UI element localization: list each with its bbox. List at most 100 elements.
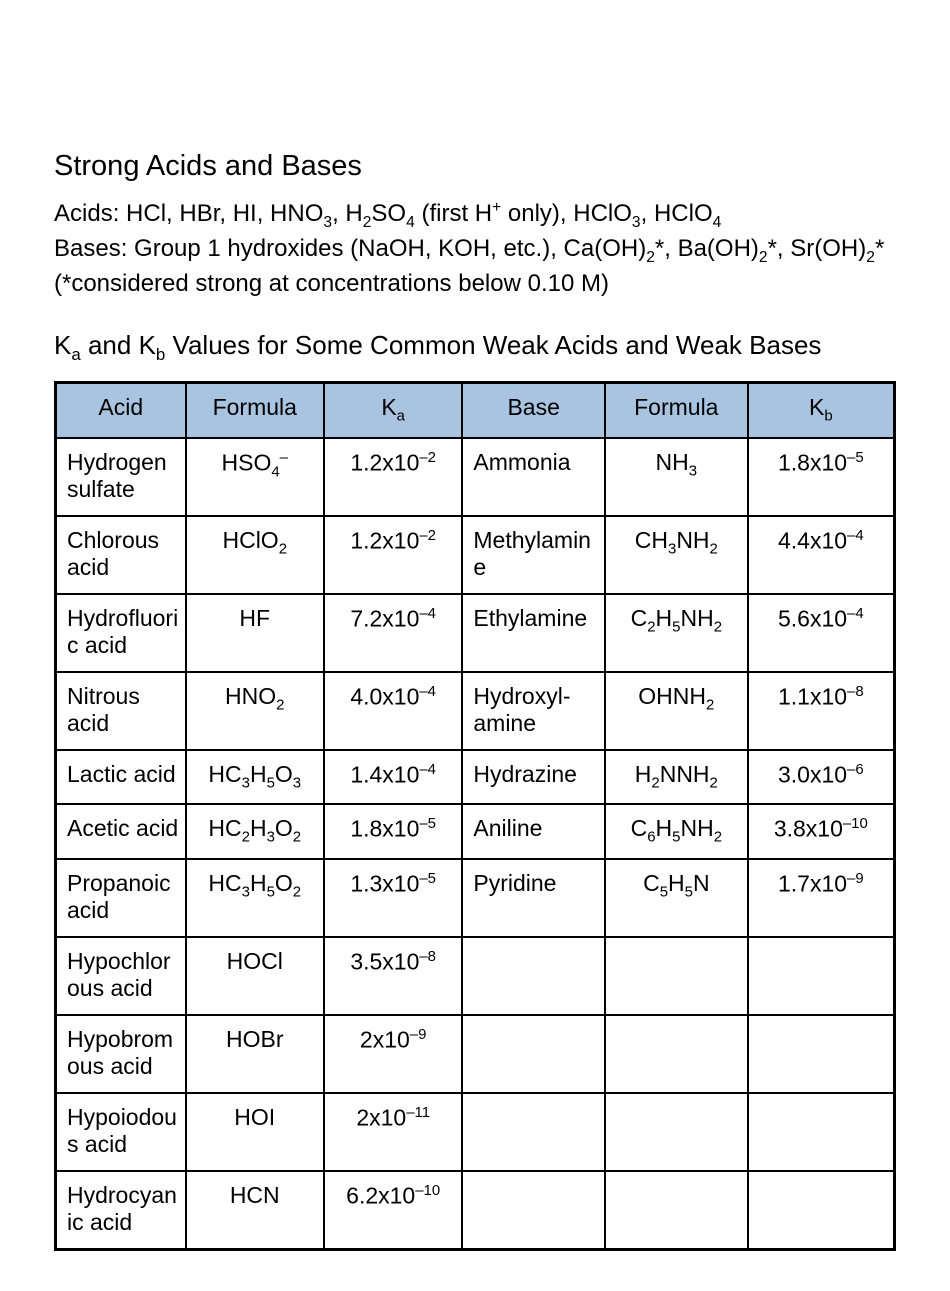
cell-base: Aniline xyxy=(462,804,605,859)
cell-acid: Hydrogen sulfate xyxy=(56,438,186,516)
table-row: Chlorous acidHClO21.2x10–2MethylamineCH3… xyxy=(56,516,895,594)
table-row: Hydrocyanic acidHCN6.2x10–10 xyxy=(56,1171,895,1250)
cell-acid-formula: HNO2 xyxy=(186,672,324,750)
cell-acid: Propanoic acid xyxy=(56,859,186,937)
acids-list-5: only), HClO xyxy=(501,200,632,227)
cell-acid: Hypochlorous acid xyxy=(56,937,186,1015)
cell-acid: Hydrofluoric acid xyxy=(56,594,186,672)
cell-ka: 7.2x10–4 xyxy=(324,594,462,672)
cell-acid: Hydrocyanic acid xyxy=(56,1171,186,1250)
table-row: Acetic acidHC2H3O21.8x10–5AnilineC6H5NH2… xyxy=(56,804,895,859)
cell-ka: 4.0x10–4 xyxy=(324,672,462,750)
cell-base-formula xyxy=(605,1015,748,1093)
subscript: 2 xyxy=(759,249,768,266)
cell-ka: 2x10–9 xyxy=(324,1015,462,1093)
acids-list-3: SO xyxy=(371,200,406,227)
cell-acid-formula: HC2H3O2 xyxy=(186,804,324,859)
cell-base xyxy=(462,937,605,1015)
table-row: Lactic acidHC3H5O31.4x10–4HydrazineH2NNH… xyxy=(56,750,895,805)
cell-acid: Lactic acid xyxy=(56,750,186,805)
col-ka: Ka xyxy=(324,383,462,438)
cell-base-formula: C2H5NH2 xyxy=(605,594,748,672)
cell-ka: 1.4x10–4 xyxy=(324,750,462,805)
footnote: (*considered strong at concentrations be… xyxy=(54,270,609,297)
page-title: Strong Acids and Bases xyxy=(54,150,896,183)
table-title: Ka and Kb Values for Some Common Weak Ac… xyxy=(54,330,896,365)
table-row: Hypoiodous acidHOI2x10–11 xyxy=(56,1093,895,1171)
cell-ka: 1.3x10–5 xyxy=(324,859,462,937)
col-base: Base xyxy=(462,383,605,438)
cell-base xyxy=(462,1015,605,1093)
cell-ka: 6.2x10–10 xyxy=(324,1171,462,1250)
cell-base-formula xyxy=(605,937,748,1015)
cell-kb xyxy=(748,937,895,1015)
title-part: Values for Some Common Weak Acids and We… xyxy=(165,330,821,360)
cell-base-formula: OHNH2 xyxy=(605,672,748,750)
subscript: 2 xyxy=(866,249,875,266)
cell-acid: Nitrous acid xyxy=(56,672,186,750)
ka-kb-table: Acid Formula Ka Base Formula Kb Hydrogen… xyxy=(54,381,896,1251)
acids-list-6: , HClO xyxy=(641,200,713,227)
table-row: Hypochlorous acidHOCl3.5x10–8 xyxy=(56,937,895,1015)
cell-kb: 3.0x10–6 xyxy=(748,750,895,805)
acids-list-1: HCl, HBr, HI, HNO xyxy=(126,200,323,227)
cell-acid-formula: HOI xyxy=(186,1093,324,1171)
table-row: Nitrous acidHNO24.0x10–4Hydroxyl-amineOH… xyxy=(56,672,895,750)
cell-base: Methylamine xyxy=(462,516,605,594)
cell-kb: 1.1x10–8 xyxy=(748,672,895,750)
bases-list-2: *, Ba(OH) xyxy=(655,235,759,262)
cell-ka: 1.2x10–2 xyxy=(324,516,462,594)
subscript: a xyxy=(71,345,80,364)
cell-acid-formula: HCN xyxy=(186,1171,324,1250)
subscript: b xyxy=(156,345,165,364)
cell-base-formula xyxy=(605,1171,748,1250)
cell-base: Pyridine xyxy=(462,859,605,937)
cell-ka: 1.2x10–2 xyxy=(324,438,462,516)
document-page: Strong Acids and Bases Acids: HCl, HBr, … xyxy=(0,0,950,1291)
cell-acid: Hypobromous acid xyxy=(56,1015,186,1093)
cell-kb: 3.8x10–10 xyxy=(748,804,895,859)
subscript: a xyxy=(397,408,405,425)
cell-kb xyxy=(748,1171,895,1250)
cell-acid-formula: HC3H5O2 xyxy=(186,859,324,937)
table-row: Hydrofluoric acidHF7.2x10–4EthylamineC2H… xyxy=(56,594,895,672)
bases-list-3: *, Sr(OH) xyxy=(768,235,867,262)
bases-label: Bases: xyxy=(54,235,134,262)
title-part: and K xyxy=(81,330,156,360)
table-body: Hydrogen sulfateHSO4–1.2x10–2AmmoniaNH31… xyxy=(56,438,895,1250)
table-row: Hydrogen sulfateHSO4–1.2x10–2AmmoniaNH31… xyxy=(56,438,895,516)
col-acid: Acid xyxy=(56,383,186,438)
cell-kb xyxy=(748,1015,895,1093)
col-kb-text: K xyxy=(809,394,824,420)
cell-base-formula xyxy=(605,1093,748,1171)
bases-list-1: Group 1 hydroxides (NaOH, KOH, etc.), Ca… xyxy=(134,235,646,262)
acids-list-4: (first H xyxy=(415,200,492,227)
cell-base xyxy=(462,1093,605,1171)
cell-base: Hydroxyl-amine xyxy=(462,672,605,750)
acids-label: Acids: xyxy=(54,200,126,227)
table-header-row: Acid Formula Ka Base Formula Kb xyxy=(56,383,895,438)
cell-ka: 2x10–11 xyxy=(324,1093,462,1171)
cell-acid: Acetic acid xyxy=(56,804,186,859)
cell-base: Ammonia xyxy=(462,438,605,516)
cell-kb xyxy=(748,1093,895,1171)
cell-acid: Chlorous acid xyxy=(56,516,186,594)
cell-kb: 1.8x10–5 xyxy=(748,438,895,516)
cell-ka: 1.8x10–5 xyxy=(324,804,462,859)
cell-ka: 3.5x10–8 xyxy=(324,937,462,1015)
cell-acid-formula: HC3H5O3 xyxy=(186,750,324,805)
subscript: 3 xyxy=(632,214,641,231)
cell-kb: 1.7x10–9 xyxy=(748,859,895,937)
subscript: 2 xyxy=(646,249,655,266)
bases-list-4: * xyxy=(875,235,884,262)
cell-acid: Hypoiodous acid xyxy=(56,1093,186,1171)
cell-acid-formula: HF xyxy=(186,594,324,672)
cell-base-formula: NH3 xyxy=(605,438,748,516)
cell-base-formula: H2NNH2 xyxy=(605,750,748,805)
col-kb: Kb xyxy=(748,383,895,438)
table-row: Hypobromous acidHOBr2x10–9 xyxy=(56,1015,895,1093)
subscript: b xyxy=(824,408,832,425)
subscript: 4 xyxy=(713,214,722,231)
title-part: K xyxy=(54,330,71,360)
cell-acid-formula: HOBr xyxy=(186,1015,324,1093)
